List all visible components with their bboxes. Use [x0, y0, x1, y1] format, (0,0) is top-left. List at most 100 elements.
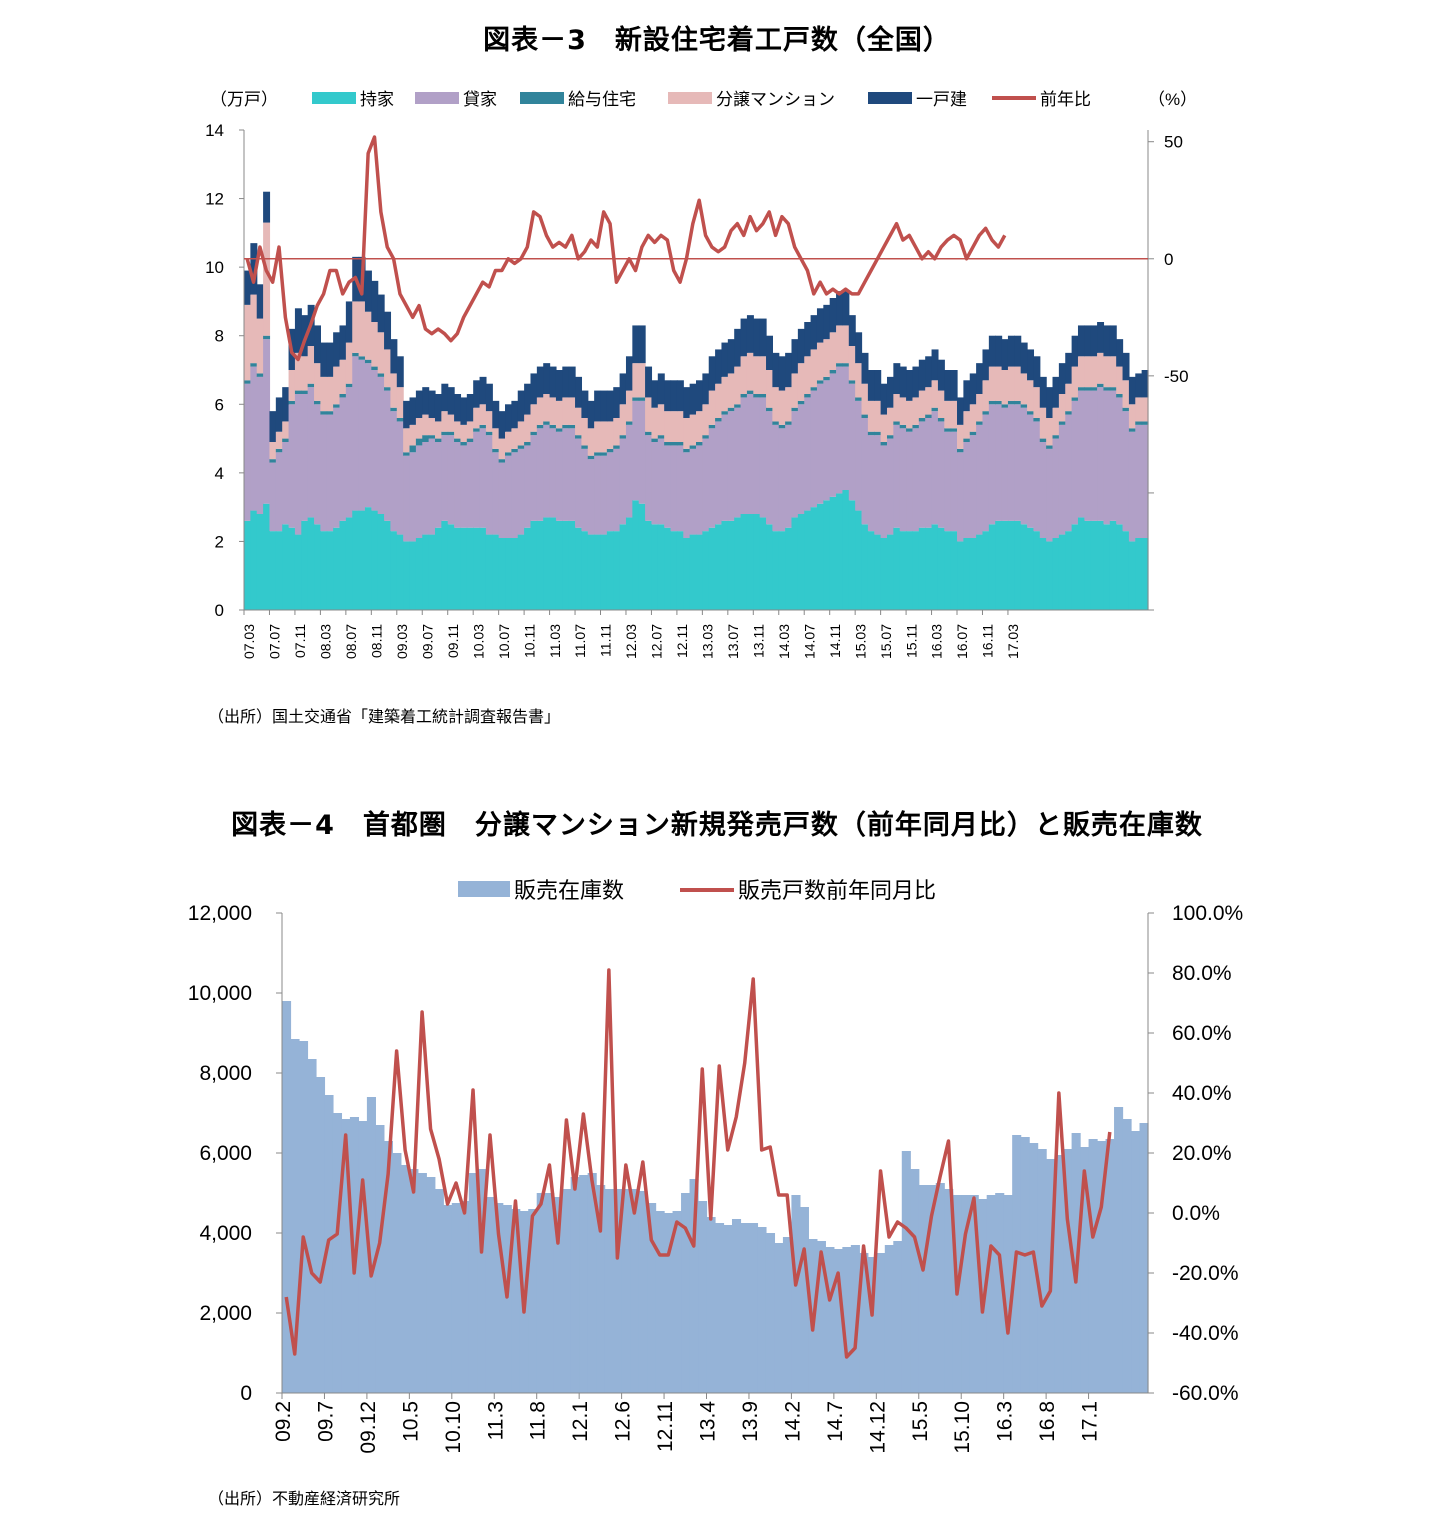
- chart2-xtick-label: 14.2: [781, 1401, 804, 1442]
- chart2-bar: [1080, 1147, 1090, 1393]
- chart2-bar: [833, 1249, 843, 1393]
- chart1-bar-持家: [517, 534, 525, 610]
- chart1-bar-一戸建: [492, 400, 500, 429]
- chart1-bar-持家: [473, 527, 481, 610]
- chart1-bar-給与住宅: [1071, 397, 1079, 401]
- chart1-bar-一戸建: [702, 373, 710, 405]
- chart1-bar-給与住宅: [689, 445, 697, 449]
- chart1-bar-分譲マンション: [829, 332, 837, 370]
- chart2-xtick-label: 15.10: [951, 1401, 974, 1454]
- chart1-bar-貸家: [1128, 431, 1136, 542]
- chart1-bar-分譲マンション: [371, 322, 379, 367]
- chart1-xtick-label: 07.03: [241, 624, 257, 659]
- chart1-bar-給与住宅: [766, 407, 773, 412]
- chart1-bar-給与住宅: [912, 424, 920, 429]
- chart1-bar-分譲マンション: [339, 359, 347, 394]
- chart1-bar-貸家: [358, 359, 366, 511]
- chart2-xtick-label: 13.4: [697, 1401, 720, 1442]
- chart1-bar-持家: [753, 514, 761, 610]
- chart1-bar-分譲マンション: [918, 390, 926, 418]
- chart1-bar-貸家: [1007, 404, 1015, 521]
- chart1-xtick-label: 07.07: [267, 624, 283, 659]
- chart1-bar-持家: [492, 534, 500, 610]
- chart1-bar-持家: [880, 538, 888, 610]
- chart1-bar-給与住宅: [333, 404, 341, 408]
- chart1-bar-貸家: [778, 428, 786, 532]
- chart1-bar-一戸建: [1097, 322, 1105, 353]
- chart1-bar-持家: [689, 534, 697, 610]
- chart1-bar-一戸建: [957, 397, 964, 425]
- chart1-bar-貸家: [823, 380, 831, 501]
- chart1-bar-分譲マンション: [364, 311, 372, 360]
- chart1-bar-持家: [396, 534, 404, 610]
- chart1-bar-分譲マンション: [415, 418, 423, 439]
- chart2-xtick-label: 17.1: [1079, 1401, 1102, 1442]
- chart2-bar: [400, 1165, 410, 1393]
- chart1-bar-分譲マンション: [683, 418, 691, 449]
- chart1-bar-持家: [1014, 520, 1022, 610]
- chart1-bar-持家: [447, 524, 455, 610]
- chart1-bar-貸家: [492, 452, 500, 535]
- chart1-bar-貸家: [326, 414, 334, 532]
- chart1-bar-持家: [326, 531, 334, 610]
- chart1-bar-分譲マンション: [734, 366, 742, 405]
- chart1-bar-分譲マンション: [925, 387, 933, 415]
- chart1-bar-一戸建: [925, 356, 933, 388]
- chart2-bar: [1063, 1149, 1073, 1393]
- chart1-bar-一戸建: [422, 387, 430, 415]
- chart1-bar-一戸建: [536, 366, 544, 398]
- chart1-bar-一戸建: [250, 243, 258, 295]
- chart1-bar-貸家: [568, 428, 576, 521]
- chart2-xtick-label: 14.7: [824, 1401, 847, 1442]
- chart1-bar-持家: [759, 517, 767, 610]
- chart1-bar-一戸建: [1027, 349, 1035, 381]
- chart1-bar-持家: [428, 534, 436, 610]
- chart1-bar-分譲マンション: [326, 376, 334, 412]
- chart1-ytick-label: 0: [215, 601, 224, 620]
- chart1-bar-分譲マンション: [746, 352, 754, 391]
- chart1-bar-持家: [842, 490, 850, 610]
- chart1-bar-一戸建: [1090, 325, 1098, 357]
- chart1-bar-持家: [505, 538, 512, 610]
- chart1-bar-給与住宅: [1046, 445, 1054, 449]
- chart1-bar-給与住宅: [772, 421, 780, 425]
- chart1-bar-貸家: [708, 428, 716, 528]
- chart2-bar: [468, 1173, 478, 1393]
- chart1-xtick-label: 12.11: [674, 624, 690, 658]
- chart1-bar-貸家: [619, 438, 627, 525]
- chart1-bar-一戸建: [969, 373, 977, 405]
- chart1-bar-持家: [1097, 520, 1105, 610]
- chart1-bar-給与住宅: [613, 445, 621, 449]
- chart1-bar-給与住宅: [1014, 400, 1022, 405]
- chart1-bar-一戸建: [880, 383, 888, 415]
- chart1-bar-貸家: [727, 411, 735, 521]
- chart1-bar-分譲マンション: [625, 390, 633, 422]
- chart1-bar-分譲マンション: [880, 414, 888, 442]
- chart1-legend-swatch: [868, 92, 912, 104]
- chart1-bar-一戸建: [409, 397, 417, 425]
- chart1-bar-持家: [734, 517, 742, 610]
- chart2-bar: [655, 1211, 665, 1393]
- chart1-xtick-label: 14.07: [801, 624, 817, 659]
- chart1-bar-一戸建: [664, 380, 672, 412]
- chart1-bar-給与住宅: [301, 390, 309, 394]
- chart1-bar-持家: [1058, 534, 1066, 610]
- chart1-bar-給与住宅: [778, 424, 786, 429]
- chart1-bar-分譲マンション: [1128, 404, 1136, 429]
- chart1-bar-持家: [619, 524, 627, 610]
- chart2-xtick-label: 09.7: [314, 1401, 337, 1442]
- chart2-legend-swatch: [458, 881, 510, 897]
- chart1-bar-貸家: [1141, 424, 1149, 538]
- chart1-bar-貸家: [1122, 411, 1130, 532]
- chart2-bar: [392, 1153, 402, 1393]
- chart1-bar-給与住宅: [1084, 387, 1092, 391]
- chart1-bar-貸家: [861, 418, 869, 525]
- chart1-xtick-label: 15.03: [852, 624, 868, 659]
- chart2-bar: [698, 1201, 708, 1393]
- chart1-bar-持家: [511, 538, 519, 610]
- chart1-bar-持家: [1077, 517, 1085, 610]
- chart1-bar-分譲マンション: [753, 356, 761, 394]
- chart1-bar-持家: [358, 510, 366, 610]
- chart1-bar-一戸建: [810, 315, 818, 350]
- chart1-bar-持家: [995, 520, 1003, 610]
